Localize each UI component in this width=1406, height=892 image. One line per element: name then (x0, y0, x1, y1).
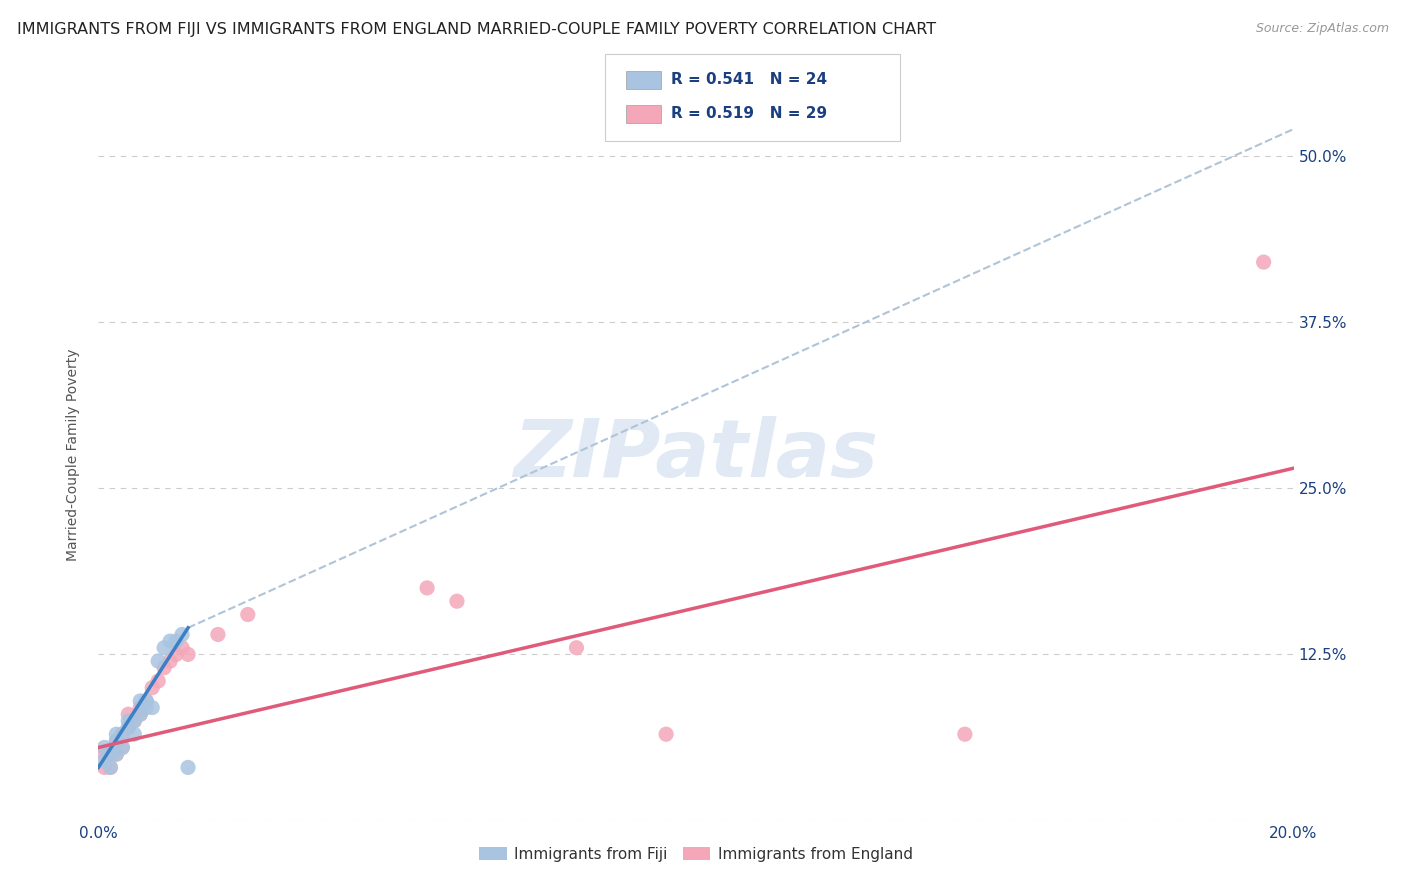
Point (159, 654, 181, 668)
Point (124, 714, 146, 728)
Point (98, 760, 122, 774)
Point (129, 707, 152, 722)
Point (105, 747, 128, 761)
Point (117, 714, 139, 728)
Point (105, 747, 128, 761)
Point (111, 740, 134, 755)
Point (98, 747, 122, 761)
Point (135, 694, 157, 708)
Point (135, 700, 157, 714)
Point (117, 721, 139, 735)
Point (98, 760, 122, 774)
Point (129, 707, 152, 722)
Point (172, 640, 194, 655)
Point (141, 700, 163, 714)
Y-axis label: Married-Couple Family Poverty: Married-Couple Family Poverty (66, 349, 80, 561)
Legend: Immigrants from Fiji, Immigrants from England: Immigrants from Fiji, Immigrants from En… (472, 840, 920, 868)
Point (153, 661, 176, 675)
Point (124, 727, 146, 741)
Point (446, 594, 468, 608)
Text: R = 0.519   N = 29: R = 0.519 N = 29 (671, 106, 827, 120)
Point (153, 640, 176, 655)
Point (207, 627, 229, 641)
Point (93, 760, 115, 774)
Point (165, 648, 187, 662)
Point (129, 700, 152, 714)
Point (172, 627, 194, 641)
Text: Source: ZipAtlas.com: Source: ZipAtlas.com (1256, 22, 1389, 36)
Point (129, 694, 152, 708)
Point (953, 727, 976, 741)
Point (177, 648, 200, 662)
Point (177, 760, 200, 774)
Point (1253, 255, 1275, 269)
Text: IMMIGRANTS FROM FIJI VS IMMIGRANTS FROM ENGLAND MARRIED-COUPLE FAMILY POVERTY CO: IMMIGRANTS FROM FIJI VS IMMIGRANTS FROM … (17, 22, 936, 37)
Point (117, 721, 139, 735)
Point (416, 581, 439, 595)
Point (117, 707, 139, 722)
Point (111, 727, 134, 741)
Point (148, 673, 170, 688)
Point (105, 734, 128, 748)
Point (236, 607, 259, 622)
Point (135, 694, 157, 708)
Point (111, 740, 134, 755)
Point (93, 754, 115, 768)
Point (148, 654, 170, 668)
Point (105, 734, 128, 748)
Text: ZIPatlas: ZIPatlas (513, 416, 879, 494)
Point (141, 681, 163, 695)
Text: R = 0.541   N = 24: R = 0.541 N = 24 (671, 72, 827, 87)
Point (159, 634, 181, 648)
Point (124, 714, 146, 728)
Point (165, 634, 187, 648)
Point (111, 727, 134, 741)
Point (105, 727, 128, 741)
Point (655, 727, 678, 741)
Point (93, 747, 115, 761)
Point (93, 740, 115, 755)
Point (565, 640, 588, 655)
Point (98, 747, 122, 761)
